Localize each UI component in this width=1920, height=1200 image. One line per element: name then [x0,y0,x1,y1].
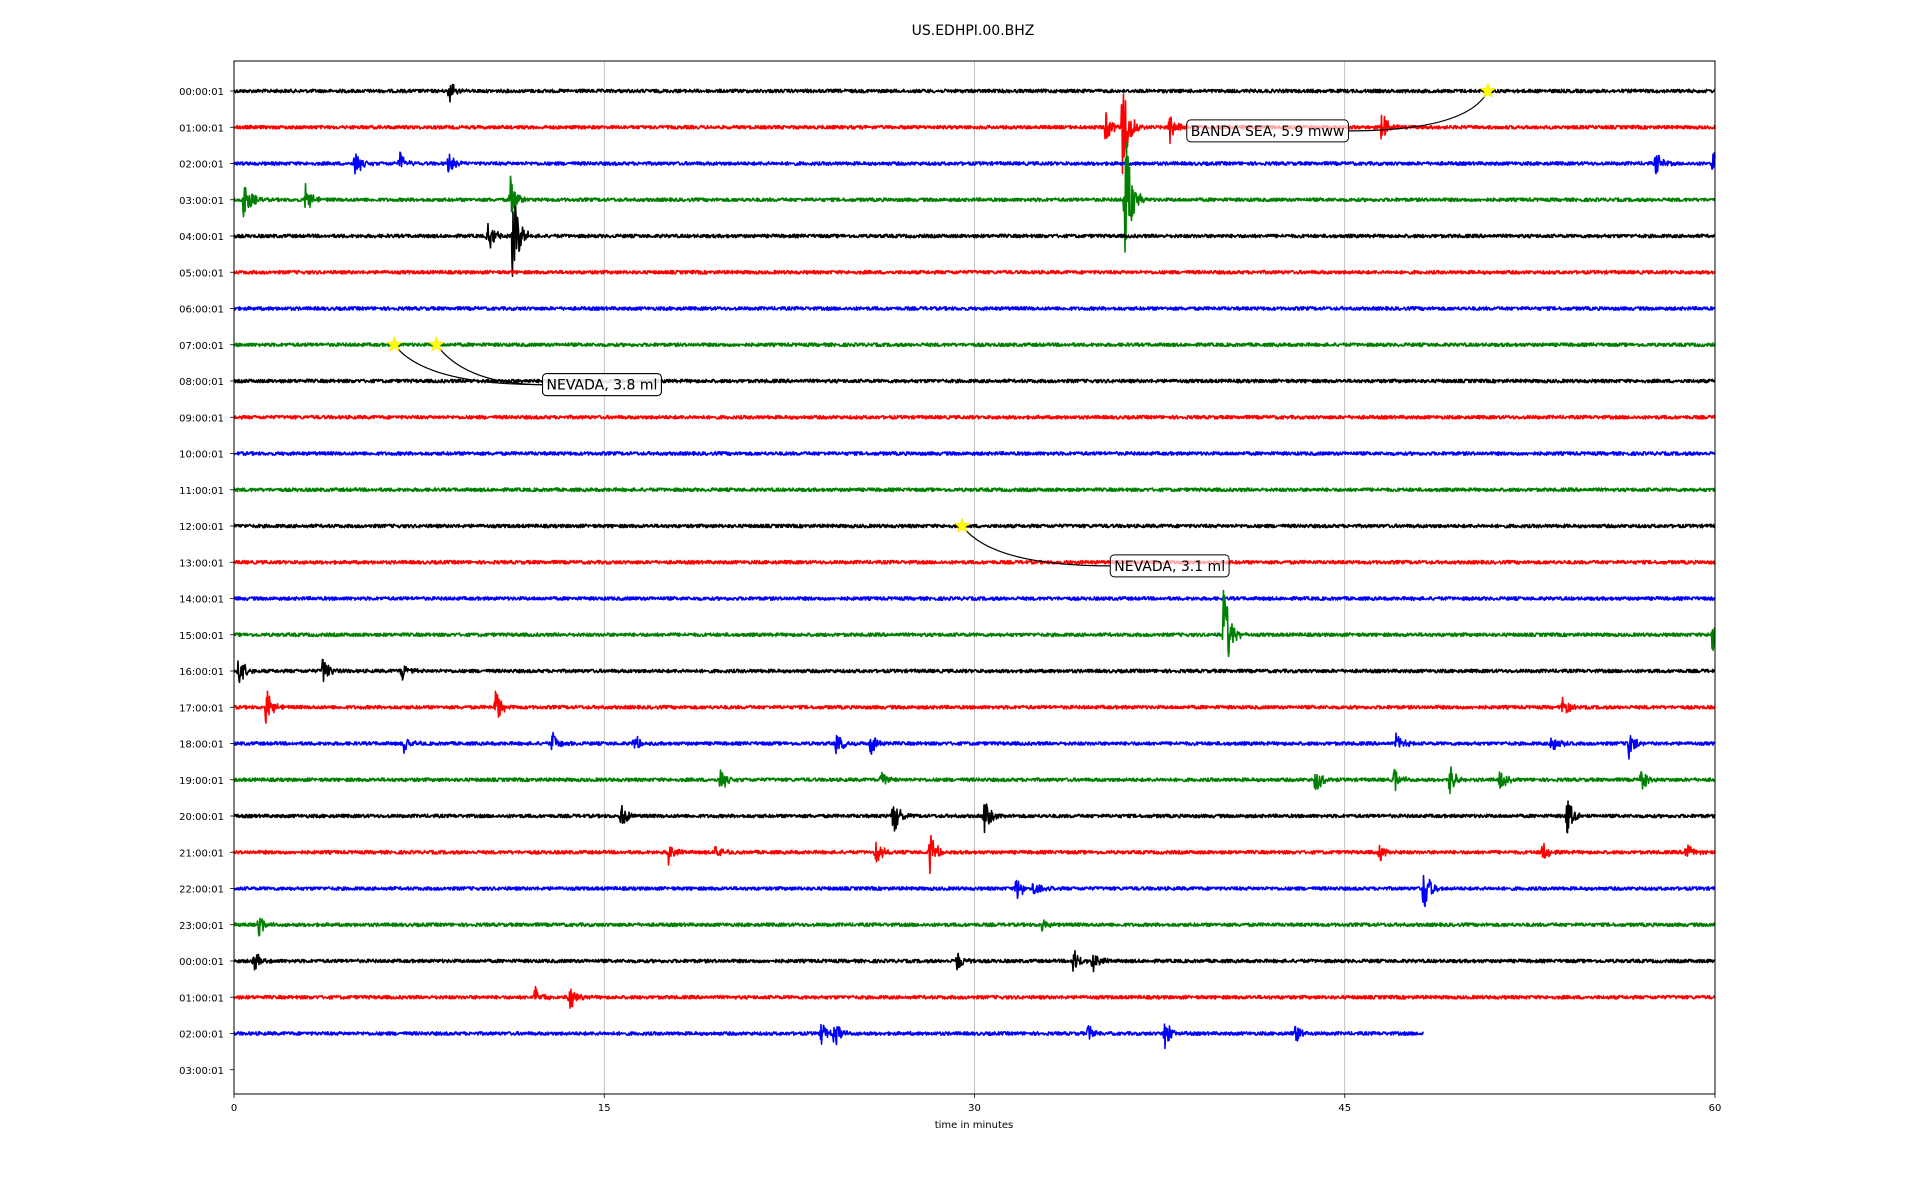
x-tick-label: 0 [231,1103,237,1114]
event-label: BANDA SEA, 5.9 mww [1191,124,1345,140]
y-tick-label: 21:00:01 [179,848,224,859]
chart-title: US.EDHPI.00.BHZ [912,23,1035,39]
y-tick-label: 16:00:01 [179,667,224,678]
y-tick-label: 17:00:01 [179,703,224,714]
x-tick-label: 30 [968,1103,981,1114]
event-label: NEVADA, 3.1 ml [1114,559,1225,575]
y-tick-label: 19:00:01 [179,776,224,787]
y-tick-label: 02:00:01 [179,1030,224,1041]
event-annotation: NEVADA, 3.8 ml [386,336,662,397]
trace-row [233,949,1716,973]
y-tick-label: 03:00:01 [179,1066,224,1077]
y-tick-label: 09:00:01 [179,413,224,424]
trace-row [233,1023,1424,1050]
y-tick-label: 12:00:01 [179,522,224,533]
connector-line [1348,90,1489,132]
trace-row [233,141,1716,253]
connector-line [961,525,1111,567]
y-tick-label: 13:00:01 [179,558,224,569]
trace-row [233,589,1716,658]
trace-row [233,305,1716,312]
trace-row [233,985,1716,1009]
trace-row [233,269,1716,275]
y-tick-label: 03:00:01 [179,196,224,207]
x-axis-ticks: 0 15 30 45 60 [231,1094,1722,1114]
trace-row [233,93,1716,175]
y-tick-label: 08:00:01 [179,377,224,388]
event-star-marker [386,336,403,352]
trace-row [233,83,1716,103]
y-tick-label: 14:00:01 [179,595,224,606]
y-tick-label: 01:00:01 [179,123,224,134]
y-tick-label: 15:00:01 [179,631,224,642]
trace-row [233,834,1716,875]
x-tick-label: 60 [1709,1103,1722,1114]
trace-row [233,800,1716,834]
event-star-marker [953,517,971,534]
y-tick-label: 18:00:01 [179,740,224,751]
y-tick-label: 02:00:01 [179,160,224,171]
trace-row [233,523,1716,529]
trace-row [233,731,1716,760]
x-tick-label: 15 [598,1103,611,1114]
y-tick-label: 22:00:01 [179,885,224,896]
vertical-grid [603,61,1346,1094]
trace-row [233,658,1716,684]
trace-row [233,151,1716,175]
x-tick-label: 45 [1338,1103,1351,1114]
y-tick-label: 06:00:01 [179,305,224,316]
event-label: NEVADA, 3.8 ml [547,378,658,394]
trace-row [233,414,1716,420]
trace-row [233,690,1716,724]
event-annotation: NEVADA, 3.1 ml [953,517,1230,578]
trace-row [233,487,1716,493]
event-annotation: BANDA SEA, 5.9 mww [1186,82,1497,143]
connector-line [435,344,543,386]
y-tick-label: 11:00:01 [179,486,224,497]
trace-row [233,559,1716,565]
y-tick-label: 00:00:01 [179,957,224,968]
event-star-marker [428,336,445,352]
x-axis-label: time in minutes [935,1120,1014,1131]
y-axis-row-labels: 00:00:01 01:00:01 02:00:01 03:00:01 04:00:01… [179,87,234,1077]
trace-row [233,204,1716,278]
y-tick-label: 00:00:01 [179,87,224,98]
event-star-marker [1479,82,1497,99]
y-tick-label: 20:00:01 [179,812,224,823]
trace-row [233,342,1716,348]
y-tick-label: 07:00:01 [179,341,224,352]
y-tick-label: 23:00:01 [179,921,224,932]
trace-row [233,766,1716,795]
y-tick-label: 10:00:01 [179,450,224,461]
trace-row [233,917,1716,937]
connector-line [393,344,543,386]
y-tick-label: 01:00:01 [179,993,224,1004]
trace-row [233,874,1716,908]
trace-row [233,450,1716,457]
y-tick-label: 05:00:01 [179,268,224,279]
y-tick-label: 04:00:01 [179,232,224,243]
trace-row [233,595,1716,602]
